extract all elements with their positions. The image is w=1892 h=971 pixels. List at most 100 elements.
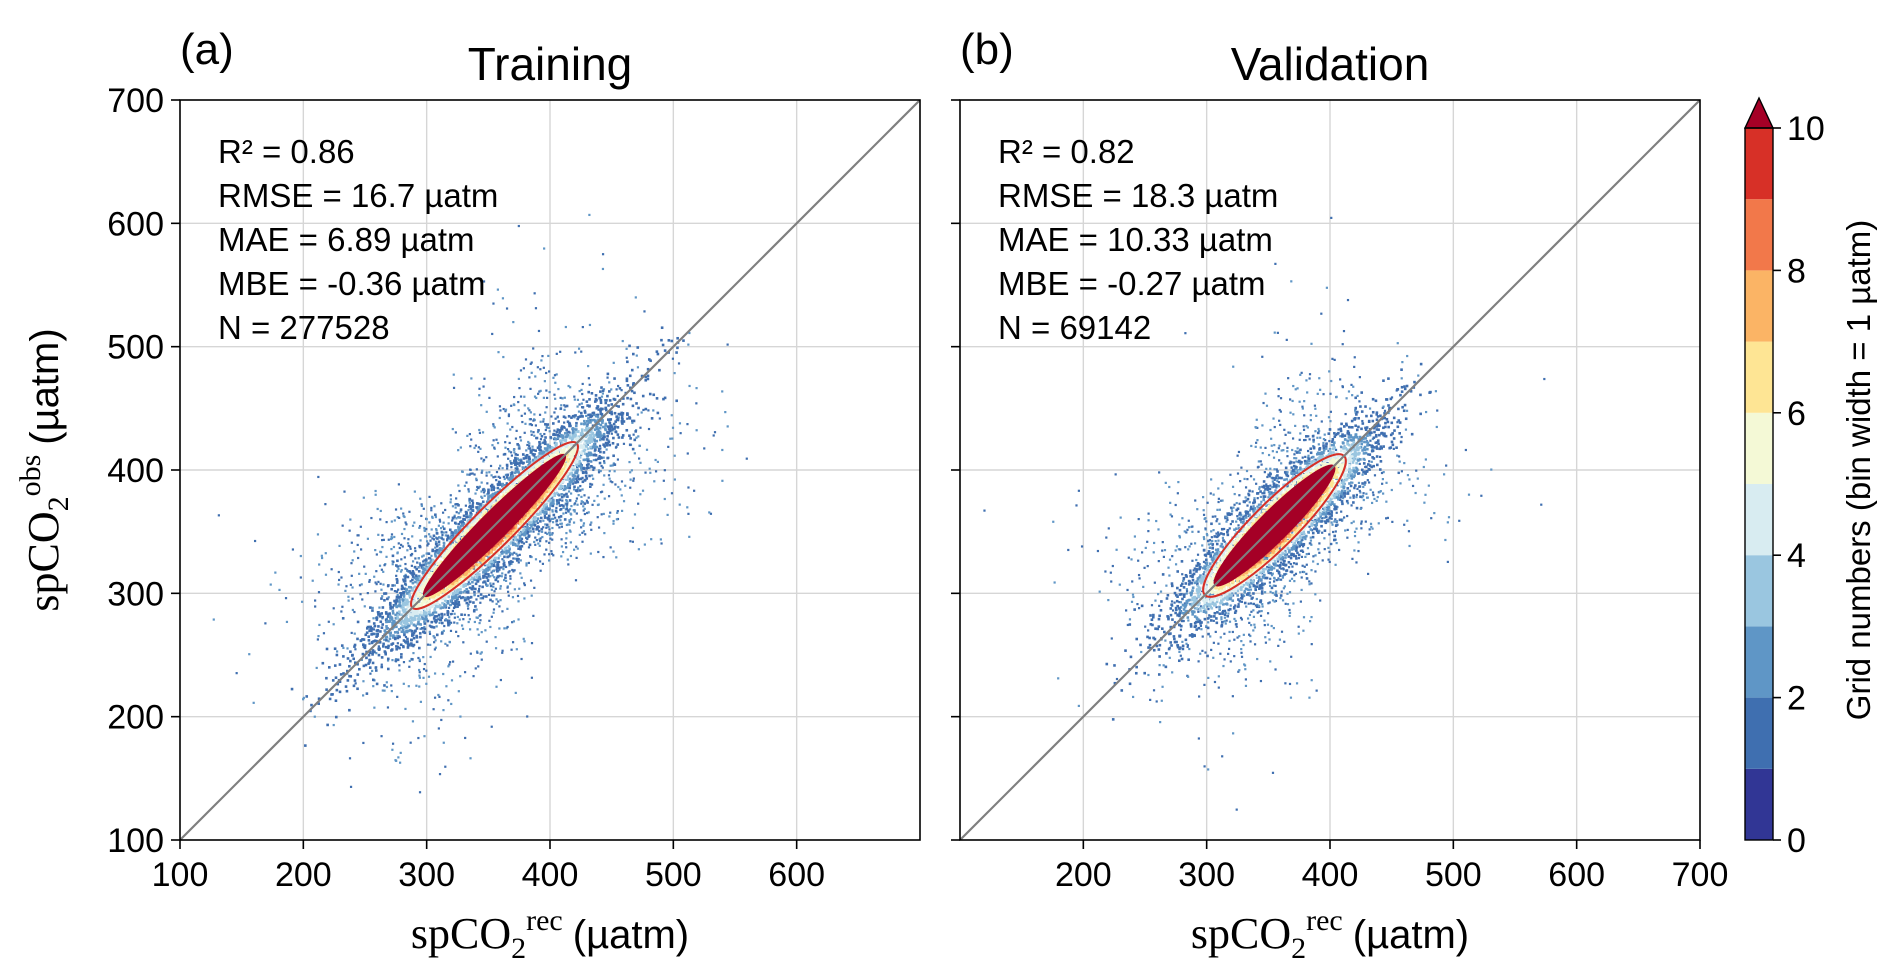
- scatter-point: [597, 447, 601, 451]
- scatter-point: [708, 511, 711, 514]
- scatter-point: [502, 567, 505, 571]
- scatter-point: [524, 422, 527, 425]
- scatter-point: [235, 672, 238, 675]
- scatter-point: [541, 508, 545, 512]
- scatter-point: [453, 594, 457, 598]
- scatter-point: [453, 605, 457, 609]
- scatter-point: [534, 543, 537, 546]
- scatter-point: [485, 576, 489, 579]
- scatter-point: [340, 576, 343, 579]
- scatter-point: [392, 604, 396, 607]
- scatter-point: [587, 390, 591, 394]
- scatter-point: [507, 594, 510, 597]
- scatter-point: [414, 614, 417, 618]
- scatter-point: [373, 625, 376, 628]
- scatter-point: [367, 635, 371, 638]
- scatter-point: [401, 619, 404, 623]
- scatter-point: [460, 624, 464, 627]
- scatter-point: [575, 545, 578, 548]
- scatter-point: [619, 488, 622, 491]
- scatter-point: [638, 444, 641, 447]
- scatter-point: [581, 540, 584, 543]
- scatter-point: [608, 426, 612, 430]
- scatter-point: [600, 414, 604, 418]
- scatter-point: [448, 619, 451, 622]
- scatter-point: [368, 642, 371, 645]
- scatter-point: [338, 544, 341, 548]
- scatter-point: [341, 605, 344, 608]
- scatter-point: [490, 588, 493, 591]
- scatter-point: [496, 575, 500, 578]
- scatter-point: [498, 488, 502, 492]
- scatter-point: [381, 545, 384, 549]
- scatter-point: [411, 578, 414, 582]
- scatter-point: [347, 595, 350, 598]
- scatter-point: [372, 685, 375, 688]
- scatter-point: [408, 659, 411, 663]
- scatter-point: [473, 594, 476, 597]
- scatter-point: [425, 669, 428, 672]
- scatter-point: [475, 502, 479, 505]
- scatter-point: [577, 486, 580, 489]
- scatter-point: [548, 508, 551, 511]
- scatter-point: [632, 352, 635, 356]
- scatter-point: [543, 459, 547, 463]
- scatter-point: [548, 519, 552, 522]
- scatter-point: [469, 507, 473, 510]
- scatter-point: [497, 556, 500, 560]
- scatter-point: [417, 570, 421, 573]
- scatter-point: [650, 417, 654, 420]
- scatter-point: [468, 578, 471, 582]
- scatter-point: [543, 447, 547, 450]
- scatter-point: [394, 658, 398, 661]
- scatter-point: [483, 377, 486, 380]
- scatter-point: [557, 515, 561, 519]
- scatter-point: [635, 354, 638, 357]
- scatter-point: [385, 685, 389, 689]
- scatter-point: [529, 411, 532, 414]
- scatter-point: [423, 735, 426, 738]
- scatter-point: [434, 549, 437, 553]
- scatter-point: [478, 513, 482, 517]
- scatter-point: [562, 470, 566, 474]
- scatter-point: [527, 407, 530, 410]
- scatter-point: [400, 653, 403, 656]
- scatter-point: [532, 524, 535, 527]
- scatter-point: [388, 620, 392, 623]
- scatter-point: [547, 370, 551, 373]
- scatter-point: [482, 458, 486, 461]
- scatter-point: [480, 513, 483, 517]
- scatter-point: [521, 466, 525, 470]
- scatter-point: [599, 450, 602, 454]
- scatter-point: [411, 581, 415, 585]
- scatter-point: [373, 706, 376, 709]
- scatter-point: [425, 552, 428, 555]
- scatter-point: [630, 469, 633, 472]
- scatter-point: [394, 508, 398, 511]
- scatter-point: [318, 563, 321, 566]
- scatter-point: [467, 581, 470, 584]
- scatter-point: [365, 656, 368, 660]
- scatter-point: [637, 406, 640, 410]
- scatter-point: [484, 507, 488, 511]
- scatter-point: [418, 791, 422, 794]
- scatter-point: [600, 434, 604, 438]
- scatter-point: [599, 469, 602, 473]
- scatter-point: [485, 474, 488, 477]
- scatter-point: [450, 702, 453, 706]
- scatter-point: [509, 582, 512, 585]
- scatter-point: [543, 380, 546, 383]
- scatter-point: [525, 562, 528, 565]
- scatter-point: [577, 474, 580, 477]
- scatter-point: [540, 527, 544, 531]
- scatter-point: [528, 543, 532, 547]
- scatter-point: [652, 409, 655, 412]
- scatter-point: [542, 441, 545, 444]
- scatter-point: [610, 424, 613, 428]
- scatter-point: [511, 568, 514, 572]
- scatter-point: [585, 426, 588, 430]
- scatter-point: [610, 425, 614, 429]
- scatter-point: [527, 546, 531, 549]
- scatter-point: [405, 608, 409, 611]
- scatter-point: [535, 526, 539, 529]
